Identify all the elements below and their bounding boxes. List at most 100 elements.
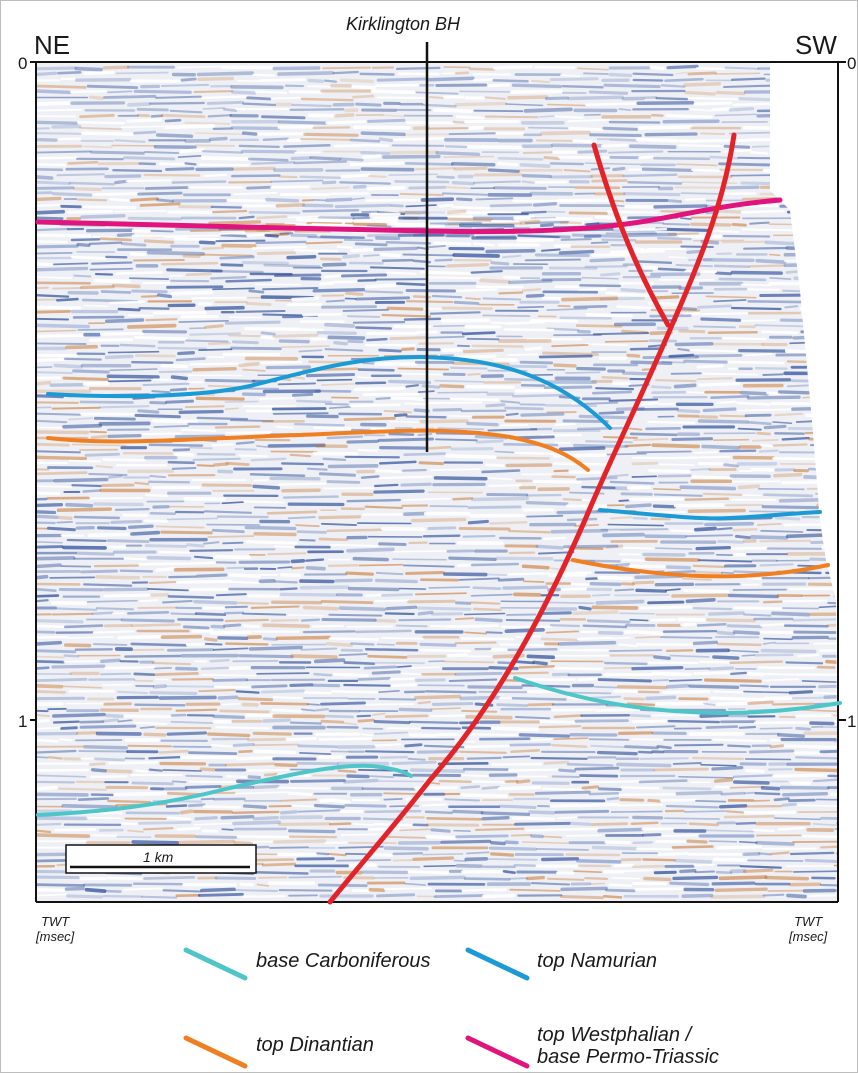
seismic-reflector-segment — [459, 90, 513, 93]
seismic-reflector-segment — [36, 726, 61, 730]
seismic-reflector-segment — [522, 151, 554, 154]
seismic-reflector-segment — [166, 268, 223, 273]
seismic-reflector-segment — [114, 139, 146, 143]
seismic-reflector-segment — [607, 523, 664, 527]
seismic-reflector-segment — [152, 378, 173, 382]
seismic-reflector-segment — [713, 299, 747, 303]
seismic-reflector-segment — [405, 289, 456, 293]
seismic-reflector-segment — [444, 798, 481, 802]
seismic-reflector-segment — [36, 792, 89, 797]
seismic-reflector-segment — [36, 677, 88, 682]
seismic-reflector-segment — [36, 84, 87, 89]
seismic-reflector-segment — [237, 697, 274, 702]
seismic-reflector-segment — [513, 864, 536, 867]
seismic-reflector-segment — [316, 852, 330, 856]
seismic-reflector-segment — [109, 368, 158, 372]
seismic-reflector-segment — [718, 209, 743, 214]
seismic-reflector-segment — [448, 678, 498, 683]
seismic-reflector-segment — [730, 270, 783, 275]
seismic-reflector-segment — [192, 367, 237, 372]
seismic-reflector-segment — [232, 166, 276, 171]
seismic-reflector-segment — [530, 882, 571, 886]
seismic-reflector-segment — [419, 419, 469, 424]
seismic-reflector-segment — [359, 72, 395, 76]
seismic-reflector-segment — [290, 779, 346, 783]
seismic-reflector-segment — [160, 113, 206, 119]
seismic-reflector-segment — [704, 521, 755, 527]
seismic-reflector-segment — [124, 654, 182, 658]
seismic-reflector-segment — [200, 887, 236, 893]
seismic-reflector-segment — [631, 475, 658, 478]
seismic-reflector-segment — [730, 671, 747, 676]
seismic-reflector-segment — [300, 618, 321, 622]
seismic-reflector-segment — [489, 521, 528, 525]
seismic-reflector-segment — [766, 391, 781, 396]
seismic-reflector-segment — [757, 487, 805, 491]
seismic-reflector-segment — [63, 624, 104, 629]
seismic-reflector-segment — [556, 816, 579, 820]
seismic-reflector-segment — [762, 672, 797, 676]
seismic-reflector-segment — [193, 600, 238, 605]
seismic-reflector-segment — [433, 894, 485, 898]
seismic-reflector-segment — [167, 595, 215, 599]
seismic-reflector-segment — [403, 402, 430, 406]
seismic-reflector-segment — [535, 139, 574, 142]
seismic-reflector-segment — [243, 500, 285, 504]
seismic-reflector-segment — [429, 221, 482, 226]
seismic-reflector-segment — [746, 395, 801, 400]
seismic-reflector-segment — [248, 211, 301, 215]
seismic-reflector-segment — [270, 96, 302, 100]
seismic-reflector-segment — [755, 840, 795, 846]
seismic-reflector-segment — [528, 126, 569, 130]
seismic-reflector-segment — [261, 862, 296, 867]
seismic-reflector-segment — [529, 319, 579, 323]
seismic-reflector-segment — [710, 394, 750, 400]
seismic-reflector-segment — [773, 797, 790, 802]
seismic-reflector-segment — [584, 265, 628, 268]
seismic-reflector-segment — [508, 279, 553, 285]
seismic-reflector-segment — [86, 816, 122, 820]
seismic-reflector-segment — [143, 875, 196, 880]
seismic-reflector-segment — [88, 95, 104, 100]
seismic-reflector-segment — [357, 279, 377, 282]
seismic-reflector-segment — [68, 181, 115, 186]
seismic-reflector-segment — [419, 642, 457, 647]
seismic-reflector-segment — [144, 493, 169, 498]
seismic-reflector-segment — [664, 77, 704, 82]
seismic-reflector-segment — [241, 260, 289, 265]
seismic-reflector-segment — [542, 835, 563, 839]
seismic-reflector-segment — [346, 439, 379, 444]
seismic-reflector-segment — [148, 443, 204, 447]
seismic-reflector-segment — [753, 653, 794, 657]
seismic-reflector-segment — [171, 678, 215, 681]
seismic-reflector-segment — [208, 136, 228, 142]
seismic-reflector-segment — [553, 714, 583, 719]
seismic-reflector-segment — [240, 149, 297, 154]
seismic-reflector-segment — [369, 775, 395, 779]
seismic-reflector-segment — [406, 300, 454, 304]
seismic-reflector-segment — [143, 173, 201, 177]
seismic-reflector-segment — [708, 611, 745, 616]
seismic-reflector-segment — [560, 238, 592, 241]
seismic-reflector-segment — [636, 260, 673, 264]
seismic-reflector-segment — [609, 516, 633, 520]
seismic-reflector-segment — [671, 437, 714, 442]
seismic-reflector-segment — [595, 387, 635, 391]
seismic-reflector-segment — [514, 451, 555, 456]
seismic-reflector-segment — [196, 573, 228, 578]
seismic-reflector-segment — [175, 579, 233, 584]
seismic-reflector-segment — [67, 160, 99, 165]
seismic-reflector-segment — [430, 714, 467, 718]
seismic-reflector-segment — [376, 77, 426, 82]
seismic-reflector-segment — [750, 151, 769, 155]
seismic-reflector-segment — [651, 390, 687, 395]
seismic-reflector-segment — [652, 679, 669, 682]
seismic-reflector-segment — [36, 430, 89, 435]
seismic-reflector-segment — [786, 384, 814, 388]
seismic-reflector-segment — [702, 257, 755, 263]
seismic-reflector-segment — [653, 870, 677, 875]
seismic-reflector-segment — [148, 768, 163, 772]
seismic-reflector-segment — [154, 672, 199, 676]
seismic-reflector-segment — [613, 863, 635, 868]
seismic-reflector-segment — [339, 157, 364, 162]
